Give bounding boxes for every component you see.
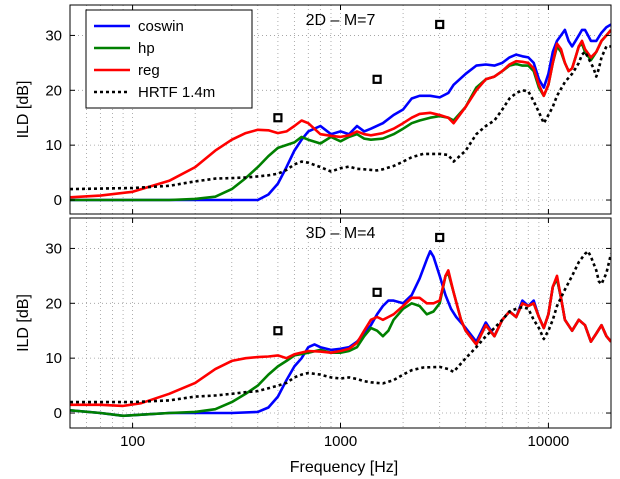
series-group — [70, 23, 611, 202]
y-tick-label: 20 — [45, 295, 62, 312]
series-line-hrtf-1-4m — [70, 45, 611, 191]
target-marker — [435, 19, 445, 30]
y-axis-label: ILD [dB] — [15, 294, 32, 352]
x-tick-label: 100 — [120, 433, 145, 450]
legend: coswin hp reg HRTF 1.4m — [85, 9, 253, 109]
series-line-reg — [70, 269, 611, 408]
x-axis-label: Frequency [Hz] — [290, 459, 398, 476]
panel-title: 2D – M=7 — [306, 12, 376, 29]
y-tick-label: 10 — [45, 350, 62, 367]
y-tick-label: 30 — [45, 27, 62, 44]
legend-label: HRTF 1.4m — [138, 84, 215, 101]
target-marker — [372, 74, 382, 84]
y-tick-label: 0 — [54, 192, 62, 209]
y-tick-label: 30 — [45, 240, 62, 257]
target-marker — [372, 287, 382, 297]
y-tick-label: 10 — [45, 137, 62, 154]
target-marker — [273, 113, 283, 123]
target-marker — [273, 326, 283, 336]
legend-label: coswin — [138, 18, 184, 35]
legend-label: hp — [138, 40, 155, 57]
panel-3d: 0 10 20 30 100 1000 10000 3D – M=4 ILD [dB] — [15, 217, 612, 450]
y-tick-label: 20 — [45, 82, 62, 99]
target-marker — [435, 232, 445, 243]
panel-title: 3D – M=4 — [306, 225, 376, 242]
x-tick-label: 10000 — [528, 433, 570, 450]
y-tick-label: 0 — [54, 405, 62, 422]
y-axis-label: ILD [dB] — [15, 81, 32, 139]
x-tick-label: 1000 — [324, 433, 357, 450]
grid — [70, 218, 611, 428]
legend-label: reg — [138, 62, 160, 79]
series-group — [70, 249, 611, 418]
series-line-reg — [70, 29, 611, 199]
series-line-hrtf-1-4m — [70, 249, 611, 404]
